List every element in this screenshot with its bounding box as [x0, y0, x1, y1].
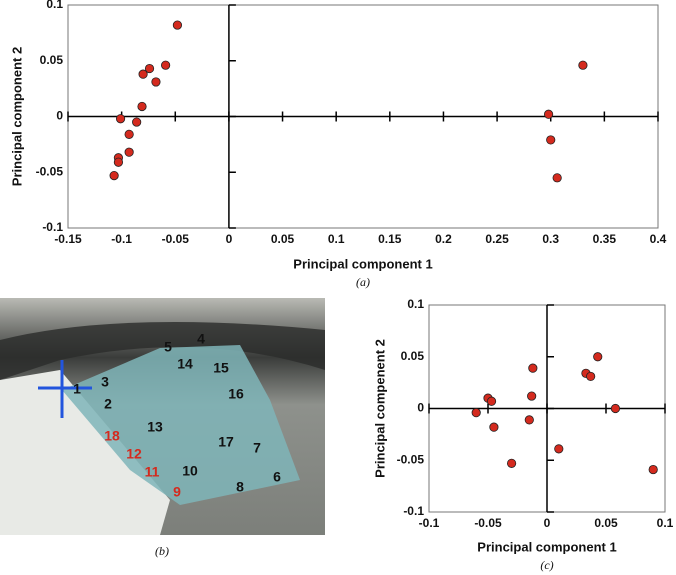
- point: [528, 363, 538, 373]
- region-label: 16: [228, 386, 244, 402]
- point: [524, 415, 534, 425]
- point: [586, 371, 596, 382]
- point: [115, 114, 126, 124]
- x-tick-label: 0.4: [650, 232, 667, 246]
- y-tick-label: 0: [56, 109, 63, 123]
- y-axis-title: Principal component 2: [9, 47, 24, 186]
- x-tick-label: 0.2: [435, 232, 452, 246]
- region-label: 12: [126, 446, 142, 462]
- point: [132, 117, 142, 127]
- caption: (a): [356, 275, 370, 289]
- region-label: 5: [164, 339, 172, 355]
- point: [138, 69, 148, 79]
- point: [554, 444, 564, 454]
- x-tick-label: 0.25: [485, 232, 509, 246]
- y-tick-label: 0.05: [40, 53, 64, 67]
- point: [543, 109, 554, 119]
- region-label: 13: [147, 419, 163, 435]
- point: [144, 63, 155, 74]
- point: [578, 60, 588, 70]
- y-tick-label: -0.05: [36, 164, 64, 178]
- point: [151, 77, 161, 87]
- y-tick-label: 0.05: [401, 349, 425, 363]
- y-tick-label: -0.1: [42, 220, 63, 234]
- x-tick-label: 0.1: [328, 232, 345, 246]
- region-label: 7: [253, 440, 261, 456]
- y-tick-label: -0.05: [397, 452, 425, 466]
- region-label: 3: [101, 374, 109, 390]
- region-label: 18: [104, 428, 120, 444]
- dark-band: [0, 322, 325, 380]
- region-label: 2: [104, 396, 112, 412]
- x-tick-label: 0: [544, 516, 551, 530]
- x-tick-label: -0.15: [54, 232, 82, 246]
- x-tick-label: 0.35: [593, 232, 617, 246]
- point: [610, 403, 621, 414]
- y-tick-label: 0.1: [46, 0, 63, 11]
- y-tick-label: -0.1: [403, 504, 424, 518]
- x-tick-label: -0.05: [474, 516, 502, 530]
- point: [527, 391, 537, 401]
- point: [546, 135, 556, 145]
- region-label: 1: [73, 381, 81, 397]
- x-tick-label: 0.1: [657, 516, 674, 530]
- region-label: 9: [173, 484, 181, 500]
- point: [489, 422, 499, 432]
- y-tick-label: 0.1: [407, 297, 424, 311]
- point: [506, 458, 517, 468]
- region-label: 11: [145, 464, 160, 480]
- x-tick-label: 0.05: [271, 232, 295, 246]
- y-tick-label: 0: [417, 401, 424, 415]
- point: [486, 396, 497, 406]
- point: [137, 101, 147, 112]
- point: [172, 20, 183, 30]
- x-tick-label: -0.05: [162, 232, 190, 246]
- region-label: 14: [177, 356, 193, 372]
- point: [593, 352, 603, 362]
- region-label: 15: [213, 360, 229, 376]
- point: [161, 60, 171, 70]
- light-region: [0, 370, 170, 535]
- x-tick-label: 0: [226, 232, 233, 246]
- point: [124, 129, 134, 139]
- point: [113, 157, 124, 167]
- y-axis-title: Principal compenent 2: [372, 339, 387, 478]
- region-label: 17: [218, 434, 234, 450]
- crystal-region: [62, 345, 300, 505]
- region-label: 8: [236, 479, 244, 495]
- x-axis-title: Principal component 1: [477, 539, 616, 554]
- x-tick-label: 0.3: [542, 232, 559, 246]
- point: [109, 170, 119, 181]
- photo: [0, 298, 325, 535]
- x-tick-label: 0.15: [378, 232, 402, 246]
- region-label: 6: [273, 469, 281, 485]
- point: [648, 464, 658, 475]
- region-label: 4: [197, 331, 205, 347]
- caption: (b): [155, 544, 169, 558]
- point: [471, 408, 481, 418]
- region-label: 10: [182, 463, 198, 479]
- x-tick-label: -0.1: [111, 232, 132, 246]
- caption: (c): [540, 558, 553, 572]
- point: [552, 173, 562, 183]
- x-tick-label: -0.1: [419, 516, 440, 530]
- x-axis-title: Principal component 1: [293, 256, 432, 271]
- point: [124, 147, 134, 157]
- x-tick-label: 0.05: [594, 516, 618, 530]
